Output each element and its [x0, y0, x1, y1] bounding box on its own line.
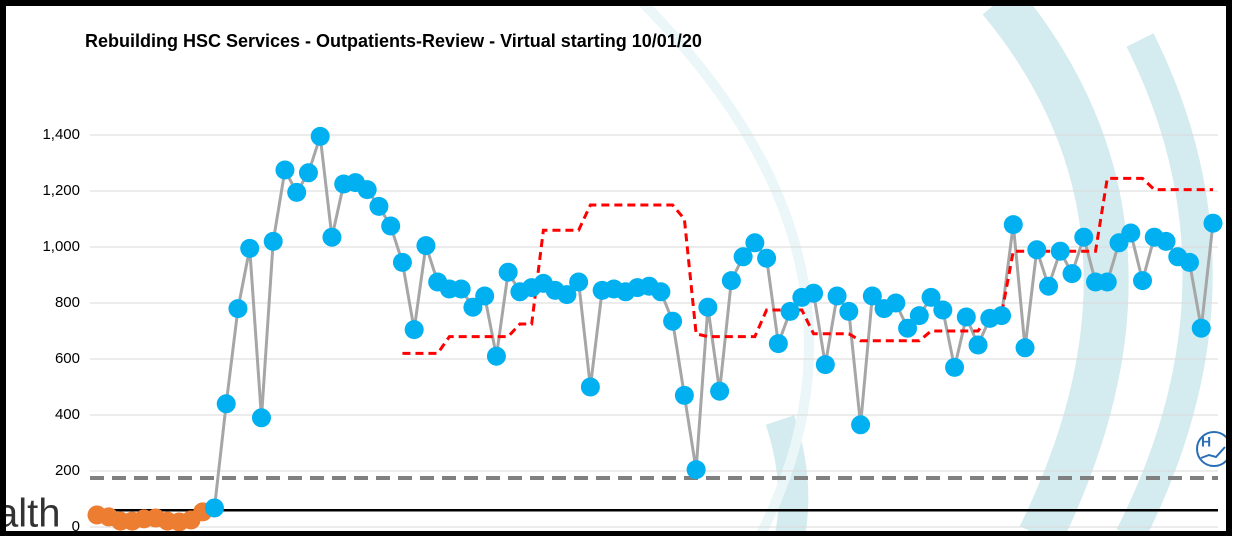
point: [757, 248, 777, 268]
y-tick-label: 800: [55, 294, 80, 311]
point: [1180, 252, 1200, 272]
point: [992, 306, 1012, 326]
point: [1050, 241, 1070, 261]
point: [1156, 231, 1176, 251]
point: [357, 180, 377, 200]
point: [557, 285, 577, 305]
point: [968, 335, 988, 355]
point: [287, 182, 307, 202]
point: [1203, 213, 1223, 233]
point: [909, 306, 929, 326]
point: [486, 346, 506, 366]
point: [1062, 264, 1082, 284]
watermark-arcs: [636, 0, 1213, 536]
point: [651, 282, 671, 302]
point: [369, 196, 389, 216]
point: [1027, 240, 1047, 260]
point: [733, 247, 753, 267]
point: [674, 385, 694, 405]
point: [498, 262, 518, 282]
point: [1191, 318, 1211, 338]
point: [710, 381, 730, 401]
y-tick-label: 1,000: [42, 238, 80, 255]
point: [745, 233, 765, 253]
point: [721, 271, 741, 291]
y-tick-label: 1,400: [42, 126, 80, 143]
point: [1015, 338, 1035, 358]
point: [416, 236, 436, 256]
chart-title: Rebuilding HSC Services - Outpatients-Re…: [85, 31, 702, 51]
logo-icon-line: [1200, 446, 1226, 459]
point: [804, 283, 824, 303]
point: [228, 299, 248, 319]
point: [275, 160, 295, 180]
y-tick-label: 400: [55, 406, 80, 423]
point: [663, 311, 683, 331]
logo-icon-text: H: [1201, 434, 1211, 450]
point: [404, 320, 424, 340]
point: [945, 357, 965, 377]
point: [392, 252, 412, 272]
y-tick-label: 1,200: [42, 182, 80, 199]
point: [780, 301, 800, 321]
point: [263, 231, 283, 251]
plot-area: 0 200 400 600 800 1,000 1,200 1,400: [42, 126, 1223, 535]
point: [898, 318, 918, 338]
point: [921, 287, 941, 307]
point: [827, 286, 847, 306]
point: [768, 334, 788, 354]
dashed-line: [402, 176, 1213, 355]
y-tick-label: 600: [55, 350, 80, 367]
y-tick-label: 0: [72, 518, 80, 535]
point: [204, 498, 224, 518]
watermark-text: alth: [0, 492, 61, 536]
point: [298, 163, 318, 183]
point: [475, 286, 495, 306]
point: [1097, 272, 1117, 292]
point: [580, 377, 600, 397]
point: [451, 279, 471, 299]
point: [1074, 227, 1094, 247]
point: [569, 272, 589, 292]
point: [251, 408, 271, 428]
point: [310, 126, 330, 146]
point: [1121, 223, 1141, 243]
point: [956, 307, 976, 327]
point: [851, 415, 871, 435]
point: [862, 286, 882, 306]
point: [1133, 271, 1153, 291]
point: [686, 460, 706, 480]
point: [381, 216, 401, 236]
point: [463, 297, 483, 317]
point: [933, 300, 953, 320]
point: [322, 227, 342, 247]
point: [815, 355, 835, 375]
point: [240, 238, 260, 258]
point: [216, 394, 236, 414]
point: [1003, 215, 1023, 235]
point: [1039, 276, 1059, 296]
point: [839, 301, 859, 321]
y-tick-label: 200: [55, 462, 80, 479]
point: [886, 293, 906, 313]
point: [698, 297, 718, 317]
